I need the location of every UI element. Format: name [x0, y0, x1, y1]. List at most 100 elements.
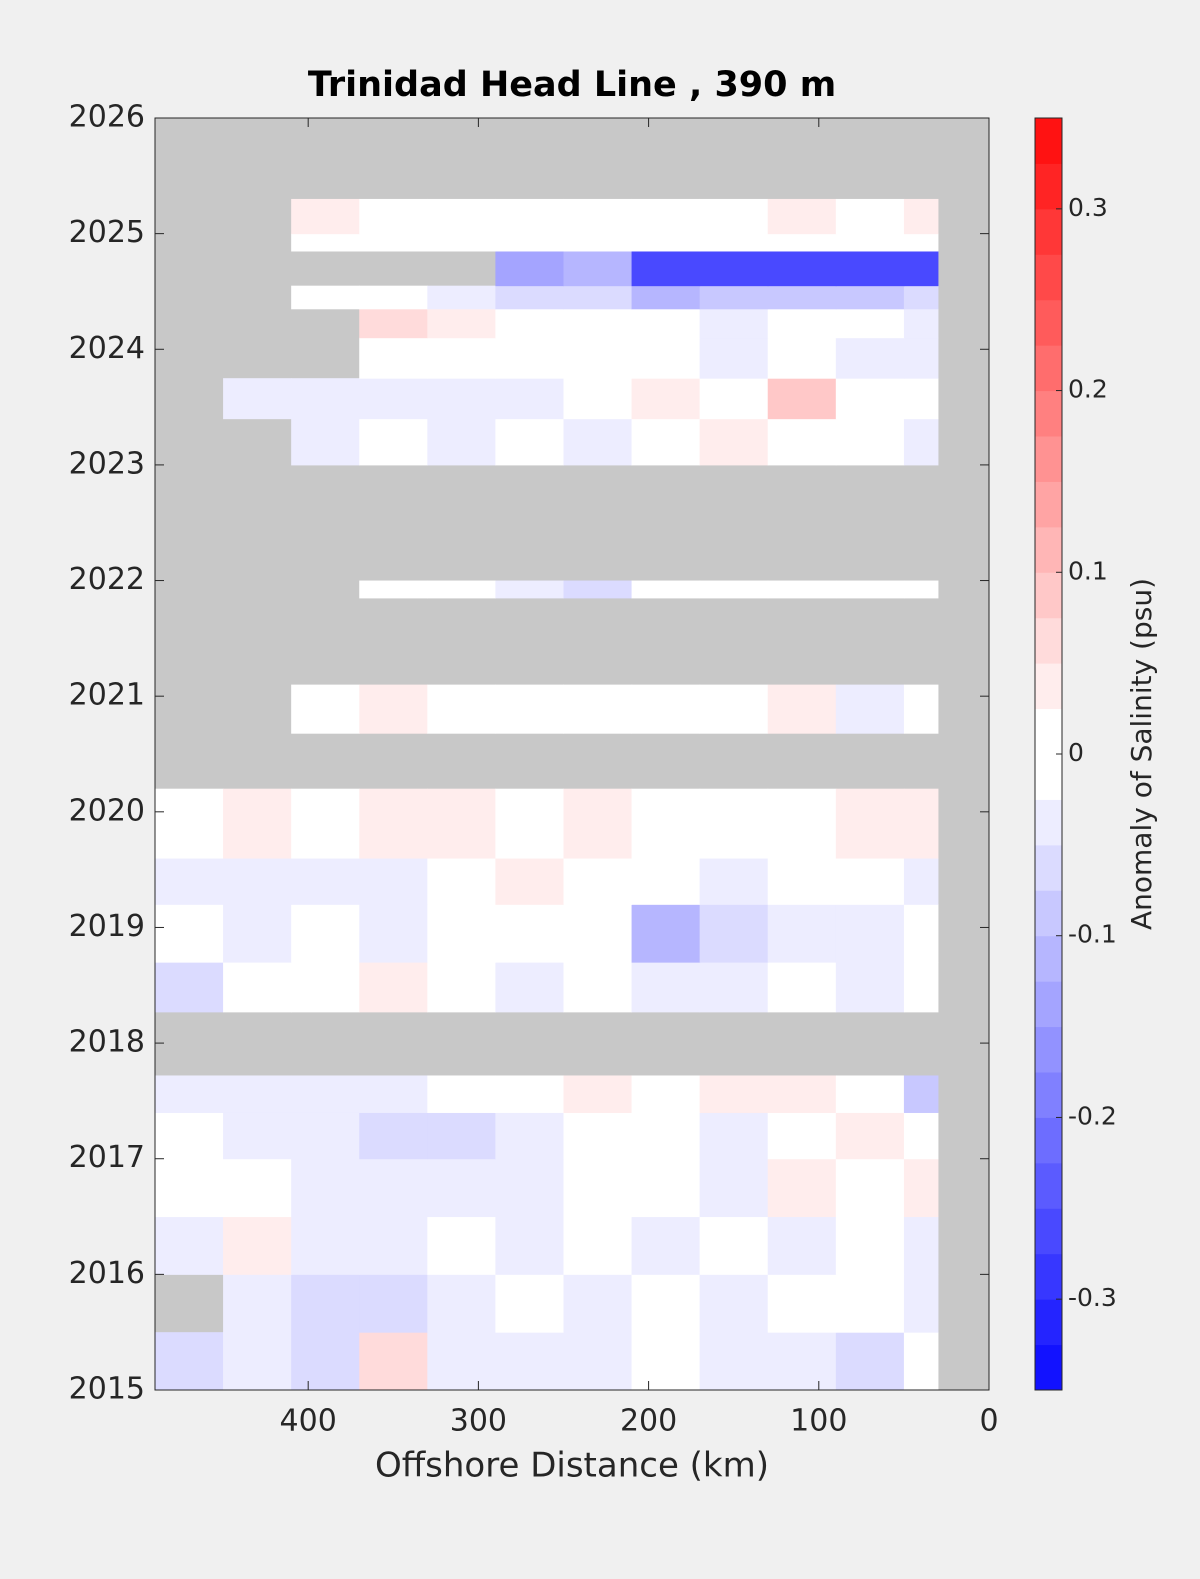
contour-cell — [291, 904, 360, 963]
contour-cell — [155, 1112, 224, 1160]
contour-cell — [223, 1274, 292, 1333]
colorbar-segment — [1035, 345, 1062, 392]
contour-cell — [835, 1332, 905, 1391]
contour-cell — [359, 1274, 428, 1333]
contour-cell — [767, 308, 837, 339]
contour-cell — [835, 962, 905, 1013]
contour-cell — [291, 1274, 360, 1333]
contour-cell — [903, 308, 939, 339]
contour-cell — [563, 378, 633, 420]
contour-cell — [699, 337, 769, 379]
contour-cell — [563, 788, 633, 859]
contour-cell — [223, 1332, 292, 1391]
contour-cell — [495, 1332, 564, 1391]
contour-cell — [563, 1332, 633, 1391]
contour-cell — [495, 337, 564, 379]
contour-cell — [631, 378, 701, 420]
contour-cell — [427, 308, 496, 339]
contour-cell — [835, 250, 905, 287]
contour-cell — [903, 285, 939, 310]
contour-cell — [291, 378, 360, 420]
contour-cell — [835, 285, 905, 310]
contour-cell — [427, 962, 496, 1013]
contour-cell — [699, 250, 769, 287]
contour-cell — [563, 1274, 633, 1333]
contour-cell — [767, 858, 837, 905]
contour-cell — [699, 285, 769, 310]
contour-cell — [427, 1274, 496, 1333]
contour-cell — [767, 418, 837, 466]
contour-cell — [223, 904, 292, 963]
contour-cell — [699, 684, 769, 734]
contour-cell — [835, 198, 905, 235]
contour-cell — [359, 418, 428, 466]
contour-cell — [223, 1075, 292, 1113]
colorbar-segment — [1035, 1026, 1062, 1073]
contour-cell — [495, 1274, 564, 1333]
contour-cell — [359, 1216, 428, 1275]
contour-cell — [563, 337, 633, 379]
y-tick-label: 2018 — [69, 1025, 145, 1060]
contour-cell — [563, 580, 633, 599]
contour-cell — [835, 580, 905, 599]
contour-cell — [495, 580, 564, 599]
contour-cell — [767, 1158, 837, 1218]
contour-cell — [699, 1216, 769, 1275]
x-axis-label: Offshore Distance (km) — [375, 1446, 769, 1486]
contour-cell — [699, 962, 769, 1013]
contour-cell — [767, 904, 837, 963]
contour-cell — [495, 250, 564, 287]
contour-cell — [767, 250, 837, 287]
contour-cell — [903, 1112, 939, 1160]
contour-cell — [835, 418, 905, 466]
colorbar-segment — [1035, 981, 1062, 1028]
contour-cell — [835, 904, 905, 963]
y-tick-label: 2024 — [69, 331, 145, 366]
contour-cell — [291, 684, 360, 734]
colorbar-segment — [1035, 1208, 1062, 1255]
x-tick-label: 200 — [620, 1404, 677, 1439]
contour-cell — [427, 788, 496, 859]
y-tick-label: 2026 — [69, 100, 145, 135]
contour-cell — [903, 250, 939, 287]
contour-cell — [631, 580, 701, 599]
colorbar-segment — [1035, 254, 1062, 301]
contour-cell — [563, 285, 633, 310]
contour-cell — [223, 1216, 292, 1275]
contour-cell — [631, 198, 701, 235]
contour-cell — [359, 233, 428, 252]
colorbar-segment — [1035, 617, 1062, 664]
colorbar-tick-label: 0.2 — [1068, 375, 1108, 404]
contour-cell — [699, 858, 769, 905]
contour-cell — [427, 198, 496, 235]
contour-cell — [155, 1158, 224, 1218]
x-tick-label: 100 — [790, 1404, 847, 1439]
contour-cell — [359, 198, 428, 235]
contour-cell — [359, 1332, 428, 1391]
contour-cell — [631, 285, 701, 310]
contour-cell — [495, 285, 564, 310]
contour-cell — [563, 233, 633, 252]
chart-title: Trinidad Head Line , 390 m — [308, 65, 836, 105]
colorbar-segment — [1035, 1344, 1062, 1391]
contour-cell — [835, 337, 905, 379]
contour-cell — [155, 858, 224, 905]
colorbar-tick-label: 0.3 — [1068, 193, 1108, 222]
contour-cell — [563, 308, 633, 339]
y-tick-label: 2022 — [69, 562, 145, 597]
contour-cell — [563, 250, 633, 287]
contour-cell — [427, 337, 496, 379]
contour-cell — [291, 1075, 360, 1113]
contour-cell — [427, 1332, 496, 1391]
contour-cell — [767, 285, 837, 310]
contour-cell — [903, 1075, 939, 1113]
contour-cell — [631, 250, 701, 287]
colorbar-segment — [1035, 1117, 1062, 1164]
contour-cell — [495, 1158, 564, 1218]
contour-cell — [835, 1075, 905, 1113]
contour-cell — [767, 1332, 837, 1391]
contour-cell — [835, 1112, 905, 1160]
contour-cell — [563, 1158, 633, 1218]
contour-cell — [903, 858, 939, 905]
